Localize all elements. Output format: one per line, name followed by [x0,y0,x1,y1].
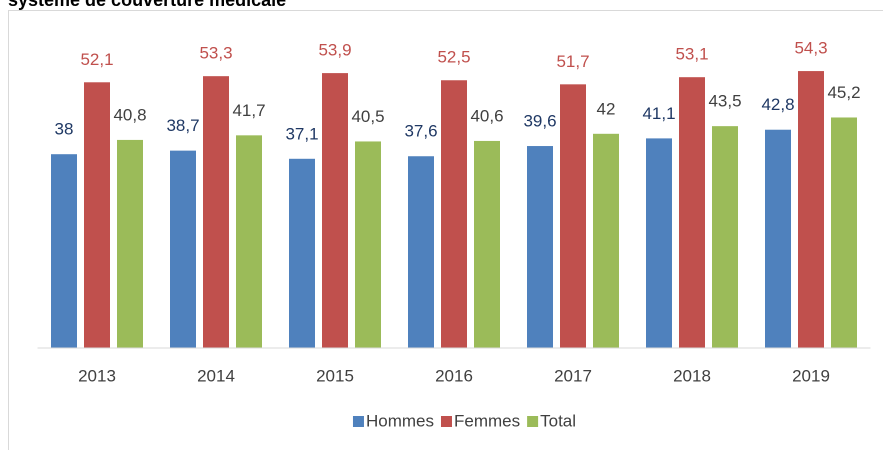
bar [170,150,196,348]
data-label: 42 [597,99,616,118]
bar [646,138,672,348]
data-label: 40,5 [351,107,384,126]
data-label: 43,5 [708,92,741,111]
legend-label: Femmes [454,411,520,430]
bar [765,129,791,348]
data-label: 37,1 [285,124,318,143]
bar [712,126,738,349]
bar [51,154,77,348]
x-tick-label: 2014 [197,366,235,385]
data-label: 38 [55,120,74,139]
bar [560,84,586,348]
x-tick-label: 2016 [435,366,473,385]
bar [408,156,434,348]
bar [289,158,315,348]
x-tick-label: 2018 [673,366,711,385]
chart-title: système de couverture médicale [8,0,286,10]
x-tick-label: 2015 [316,366,354,385]
bar [117,139,143,348]
bar [355,141,381,348]
data-label: 51,7 [556,52,589,71]
bar [831,117,857,348]
data-label: 41,7 [232,101,265,120]
legend-swatch [352,416,364,427]
x-tick-label: 2013 [78,366,116,385]
bar [322,73,348,349]
legend-swatch [527,416,539,427]
data-label: 53,3 [199,44,232,63]
data-label: 52,5 [437,48,470,67]
data-label: 42,8 [761,95,794,114]
x-tick-label: 2019 [792,366,830,385]
bar [679,77,705,348]
data-label: 40,6 [470,106,503,125]
bar [441,80,467,348]
legend-swatch [440,416,452,427]
data-label: 37,6 [404,122,437,141]
bar [203,76,229,349]
data-label: 40,8 [113,105,146,124]
bar [593,133,619,348]
data-label: 45,2 [827,83,860,102]
data-label: 53,1 [675,45,708,64]
data-label: 54,3 [794,39,827,58]
chart-frame [8,10,883,450]
legend-label: Total [540,411,576,430]
bar [798,71,824,348]
data-label: 41,1 [642,104,675,123]
legend-label: Hommes [366,411,434,430]
data-label: 53,9 [318,41,351,60]
data-label: 39,6 [523,112,556,131]
bar [236,135,262,348]
x-tick-label: 2017 [554,366,592,385]
data-label: 52,1 [80,50,113,69]
bar [84,82,110,348]
data-label: 38,7 [166,116,199,135]
bar [527,146,553,348]
bar [474,140,500,348]
